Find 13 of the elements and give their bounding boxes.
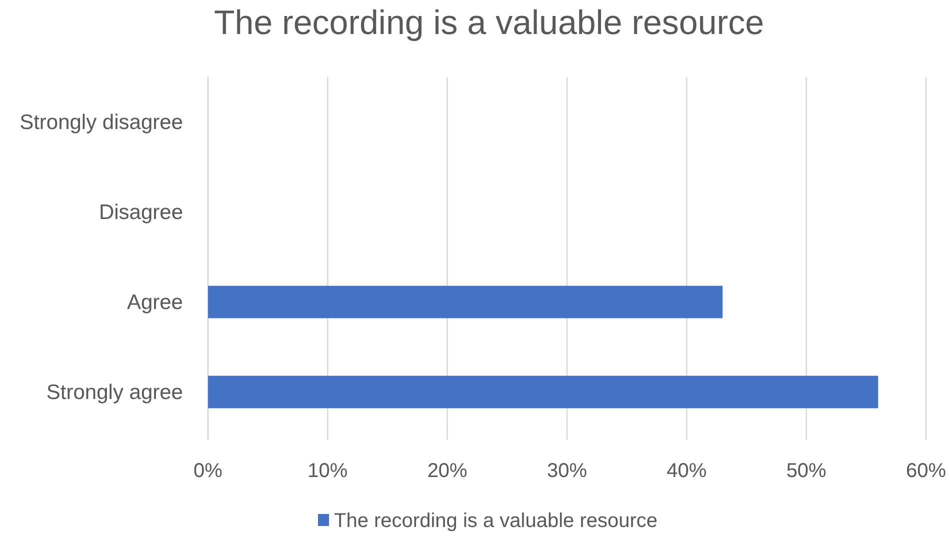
y-tick-label: Strongly disagree <box>20 111 183 134</box>
y-tick-label: Agree <box>126 291 183 314</box>
chart-title: The recording is a valuable resource <box>214 4 764 42</box>
x-tick-label: 50% <box>786 460 827 482</box>
legend-label: The recording is a valuable resource <box>334 510 658 532</box>
y-tick-label: Strongly agree <box>46 381 183 404</box>
x-tick-label: 10% <box>308 460 348 482</box>
x-tick-label: 60% <box>906 460 946 482</box>
y-tick-label: Disagree <box>98 201 183 224</box>
x-tick-label: 0% <box>194 460 223 482</box>
x-tick-label: 30% <box>546 460 588 482</box>
x-tick-label: 40% <box>666 460 707 482</box>
x-tick-label: 20% <box>427 460 468 482</box>
